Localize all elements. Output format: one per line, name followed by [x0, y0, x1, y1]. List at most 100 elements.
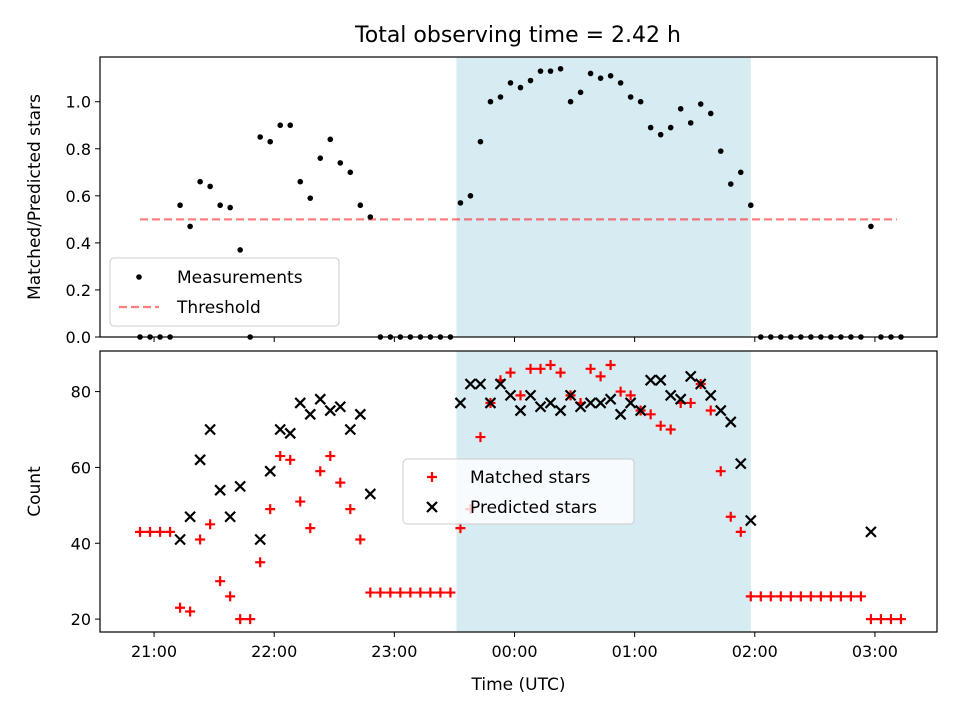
predicted-star-point — [584, 397, 597, 409]
matched-star-point — [835, 591, 846, 602]
measurement-point — [657, 131, 664, 138]
x-tick-label: 01:00 — [612, 642, 658, 661]
matched-star-point — [415, 587, 426, 598]
matched-star-point — [885, 614, 896, 625]
x-tick-label: 03:00 — [852, 642, 898, 661]
matched-star-point — [805, 591, 816, 602]
predicted-star-point — [264, 465, 276, 477]
measurement-point — [647, 124, 654, 131]
matched-star-point — [435, 587, 446, 598]
matched-star-point — [425, 587, 436, 598]
matched-star-point — [555, 367, 566, 378]
y-axis-label: Matched/Predicted stars — [25, 94, 45, 300]
measurement-point — [537, 68, 544, 74]
measurement-point — [677, 105, 684, 112]
matched-star-point — [255, 557, 266, 568]
measurement-point — [187, 223, 193, 230]
matched-star-point — [395, 587, 406, 598]
predicted-star-point — [214, 484, 226, 496]
measurement-point — [667, 124, 674, 131]
matched-star-point — [325, 451, 336, 462]
matched-star-point — [535, 363, 546, 374]
measurement-point — [197, 178, 203, 185]
measurement-point — [357, 202, 364, 209]
measurement-point — [707, 110, 714, 117]
legend-label-matched: Matched stars — [470, 468, 590, 488]
matched-star-point — [445, 587, 456, 598]
measurement-point — [567, 98, 574, 105]
measurement-point — [307, 195, 314, 201]
y-tick-label: 0.8 — [66, 140, 91, 159]
measurement-point — [577, 89, 584, 96]
predicted-star-point — [294, 397, 307, 409]
axes-frame — [99, 56, 938, 338]
measurement-point — [337, 160, 344, 166]
predicted-star-point — [624, 397, 637, 409]
y-tick-label: 0.4 — [66, 234, 91, 253]
matched-star-point — [285, 454, 296, 465]
predicted-star-point — [204, 423, 216, 436]
predicted-star-point — [484, 397, 497, 409]
measurement-point — [737, 169, 744, 176]
predicted-star-point — [664, 389, 677, 402]
predicted-star-point — [274, 423, 286, 436]
legend-marker-matched — [427, 472, 437, 482]
matched-star-point — [275, 451, 286, 462]
matched-star-point — [725, 511, 736, 522]
predicted-star-point — [454, 397, 467, 409]
predicted-star-point — [544, 397, 557, 409]
predicted-star-point — [574, 400, 587, 413]
matched-star-point — [665, 424, 676, 435]
matched-star-point — [235, 614, 246, 625]
predicted-star-point — [224, 510, 236, 523]
measurement-point — [627, 94, 634, 100]
measurement-point — [868, 223, 874, 230]
matched-star-point — [355, 534, 366, 545]
predicted-star-point — [474, 378, 487, 390]
matched-star-point — [625, 390, 636, 401]
matched-star-point — [855, 591, 866, 602]
matched-star-point — [795, 591, 806, 602]
predicted-star-point — [254, 533, 266, 546]
predicted-star-point — [684, 370, 697, 383]
predicted-star-point — [304, 408, 317, 421]
matched-star-point — [705, 405, 716, 416]
measurement-point — [277, 122, 284, 129]
predicted-star-point — [174, 533, 186, 546]
predicted-star-point — [524, 389, 537, 402]
predicted-star-point — [714, 404, 727, 417]
measurement-point — [727, 181, 734, 187]
x-tick-label: 22:00 — [251, 642, 297, 661]
predicted-star-point — [745, 514, 757, 527]
measurement-point — [547, 68, 554, 74]
predicted-star-point — [284, 427, 297, 440]
measurement-point — [487, 98, 494, 105]
matched-star-point — [735, 526, 746, 537]
matched-star-point — [525, 363, 536, 374]
predicted-star-point — [654, 374, 667, 386]
matched-star-point — [295, 496, 306, 507]
matched-star-point — [645, 409, 656, 420]
y-tick-label: 0.0 — [66, 328, 91, 347]
matched-star-point — [845, 591, 856, 602]
matched-star-point — [515, 390, 526, 401]
measurement-point — [687, 120, 694, 126]
x-tick-label: 23:00 — [371, 642, 417, 661]
bottom-panel: 20 40 60 80 21:00 22:00 23:00 00:00 01:00 02:00 03… — [25, 350, 938, 695]
matched-star-point — [385, 587, 396, 598]
x-tick-label: 21:00 — [131, 642, 177, 661]
matched-star-point — [185, 606, 196, 617]
predicted-star-point — [554, 404, 567, 417]
matched-star-point — [585, 363, 596, 374]
legend-label-threshold: Threshold — [176, 298, 261, 318]
legend-label-measurements: Measurements — [177, 268, 303, 288]
legend-box — [109, 257, 340, 327]
matched-star-point — [135, 526, 146, 537]
matched-star-point — [145, 526, 156, 537]
matched-star-point — [505, 367, 516, 378]
measurement-point — [557, 65, 564, 72]
predicted-star-point — [564, 389, 577, 402]
matched-star-point — [865, 614, 876, 625]
matched-star-point — [305, 523, 316, 534]
measurement-point — [267, 138, 274, 145]
